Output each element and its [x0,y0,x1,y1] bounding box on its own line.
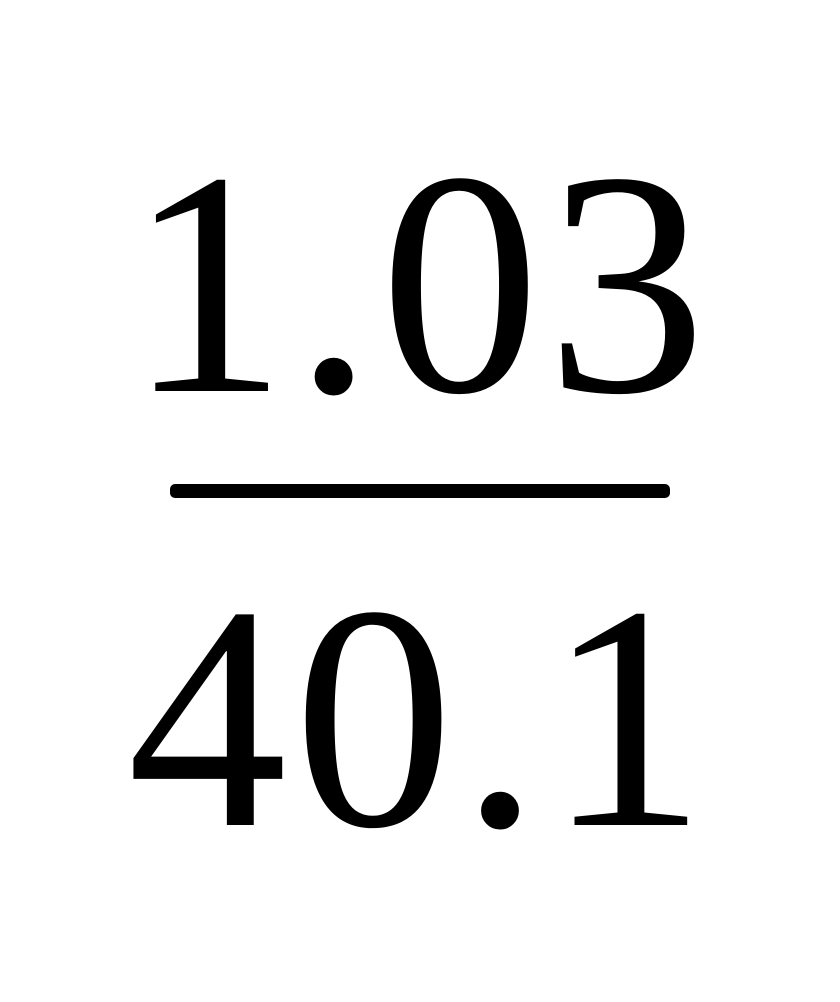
fraction-bar [170,484,670,498]
fraction-numerator: 1.03 [127,124,713,484]
math-fraction: 1.03 40.1 [127,124,713,878]
fraction-denominator: 40.1 [127,498,713,878]
